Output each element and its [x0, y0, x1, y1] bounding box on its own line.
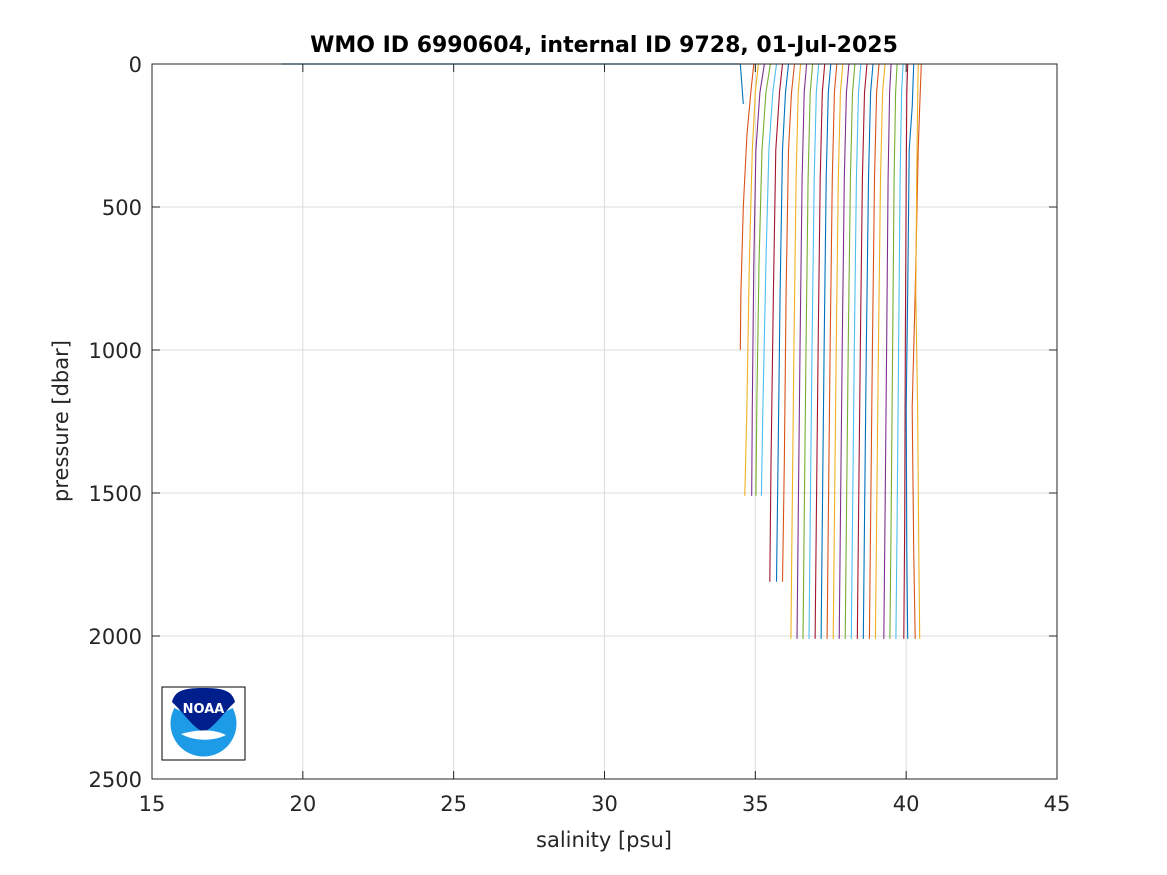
profile-line	[802, 63, 814, 639]
profile-line	[820, 63, 832, 639]
profile-line	[769, 63, 784, 582]
profile-line	[832, 63, 844, 639]
profile-line	[826, 63, 838, 639]
profile-line	[755, 63, 771, 496]
profile-line	[808, 63, 820, 639]
profile-line	[796, 63, 808, 639]
y-tick-label: 500	[102, 196, 142, 220]
profile-line	[868, 63, 880, 639]
profile-line	[760, 63, 778, 496]
profile-line	[814, 63, 826, 639]
profile-line	[915, 63, 921, 639]
profile-line	[739, 63, 744, 105]
x-tick-label: 20	[289, 792, 316, 816]
profile-line	[895, 63, 904, 639]
x-tick-label: 40	[893, 792, 920, 816]
profile-line	[911, 63, 922, 639]
profile-line	[751, 63, 765, 496]
profile-line	[862, 63, 874, 639]
y-tick-label: 2000	[89, 625, 142, 649]
x-tick-label: 25	[440, 792, 467, 816]
profile-line	[905, 63, 915, 639]
noaa-logo: NOAA	[161, 686, 246, 761]
chart-title: WMO ID 6990604, internal ID 9728, 01-Jul…	[310, 33, 898, 58]
x-tick-label: 45	[1044, 792, 1071, 816]
y-axis-label: pressure [dbar]	[49, 340, 73, 502]
profile-line	[744, 63, 759, 496]
x-axis-label: salinity [psu]	[536, 828, 672, 852]
profile-line	[739, 63, 755, 351]
profile-line	[889, 63, 898, 639]
x-tick-label: 35	[742, 792, 769, 816]
profiles-layer	[739, 63, 922, 639]
profile-line	[790, 63, 802, 639]
profile-line	[856, 63, 868, 639]
profile-line	[850, 63, 862, 639]
x-tick-label: 30	[591, 792, 618, 816]
profile-line	[903, 63, 909, 639]
profile-line	[874, 63, 886, 639]
y-tick-label: 2500	[89, 768, 142, 792]
profile-line	[844, 63, 856, 639]
x-tick-label: 15	[139, 792, 166, 816]
noaa-logo-text: NOAA	[183, 702, 225, 717]
y-tick-label: 1000	[89, 339, 142, 363]
y-tick-label: 0	[129, 53, 142, 77]
y-tick-label: 1500	[89, 482, 142, 506]
profile-line	[775, 63, 790, 582]
profile-line	[838, 63, 850, 639]
profile-line	[883, 63, 892, 639]
axis-ticks: 15 20 25 30 35 40 45 0 500 1000 1500 2000 2500	[89, 53, 1071, 816]
profile-line	[781, 63, 796, 582]
